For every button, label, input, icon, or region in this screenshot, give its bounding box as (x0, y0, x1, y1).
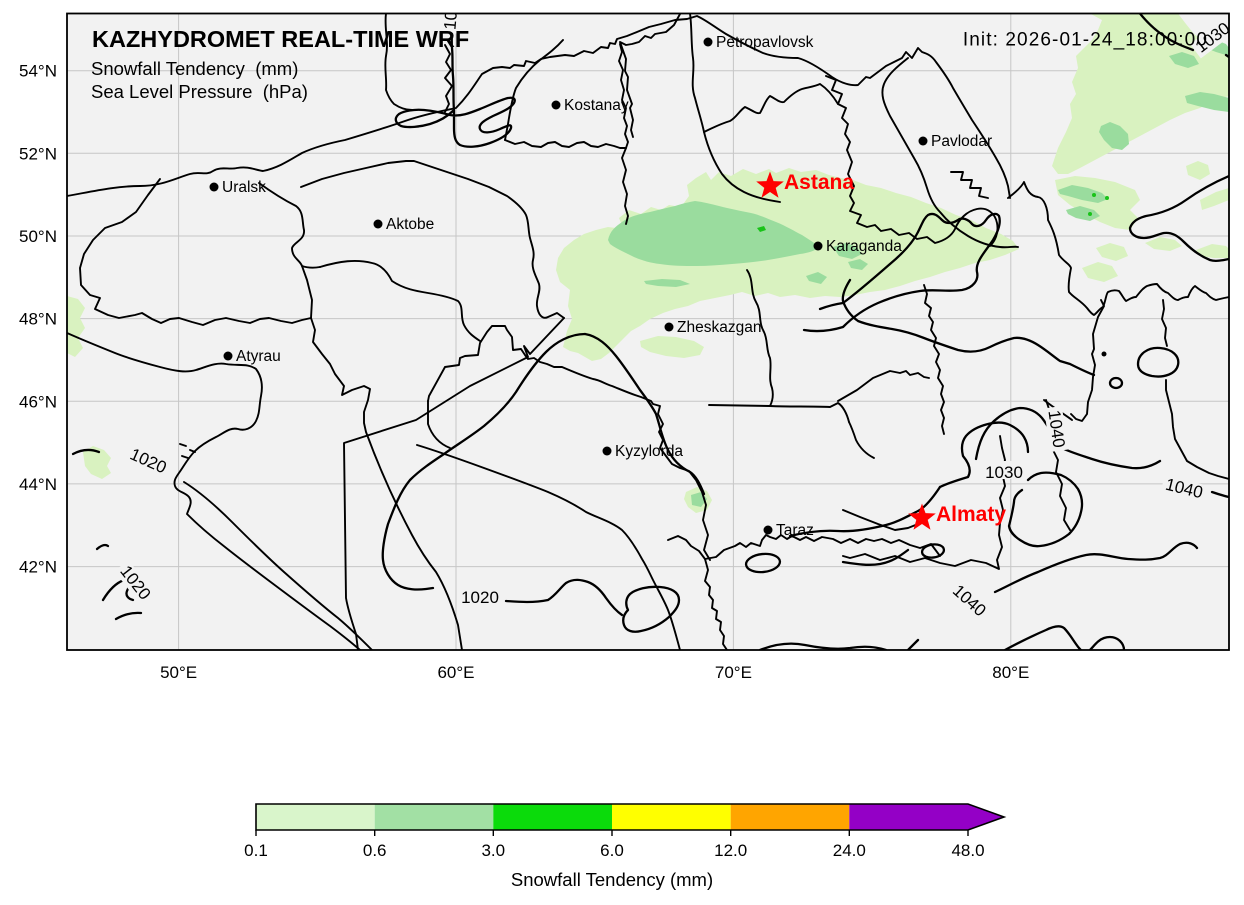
svg-text:70°E: 70°E (715, 663, 752, 682)
svg-text:48°N: 48°N (19, 310, 57, 329)
svg-text:Pavlodar: Pavlodar (931, 133, 992, 150)
svg-text:0.1: 0.1 (244, 841, 268, 860)
svg-text:0.6: 0.6 (363, 841, 387, 860)
svg-text:1030: 1030 (985, 463, 1023, 482)
svg-text:50°E: 50°E (160, 663, 197, 682)
svg-text:44°N: 44°N (19, 475, 57, 494)
svg-text:42°N: 42°N (19, 558, 57, 577)
svg-text:54°N: 54°N (19, 62, 57, 81)
svg-text:12.0: 12.0 (714, 841, 747, 860)
svg-text:Aktobe: Aktobe (386, 216, 434, 233)
svg-text:Sea Level Pressure (hPa): Sea Level Pressure (hPa) (91, 81, 308, 102)
svg-text:3.0: 3.0 (481, 841, 505, 860)
svg-text:60°E: 60°E (437, 663, 474, 682)
svg-text:52°N: 52°N (19, 144, 57, 163)
svg-text:6.0: 6.0 (600, 841, 624, 860)
svg-text:Init: 2026-01-24_18:00:00: Init: 2026-01-24_18:00:00 (963, 30, 1208, 51)
svg-text:Petropavlovsk: Petropavlovsk (716, 34, 814, 51)
svg-text:Kyzylorda: Kyzylorda (615, 443, 683, 460)
svg-text:Karaganda: Karaganda (826, 238, 902, 255)
svg-text:Atyrau: Atyrau (236, 348, 281, 365)
svg-text:Zheskazgan: Zheskazgan (677, 319, 761, 336)
svg-text:80°E: 80°E (992, 663, 1029, 682)
svg-text:Almaty: Almaty (936, 503, 1006, 526)
svg-text:Snowfall Tendency (mm): Snowfall Tendency (mm) (91, 58, 298, 79)
svg-text:KAZHYDROMET REAL-TIME WRF: KAZHYDROMET REAL-TIME WRF (92, 26, 469, 52)
svg-text:46°N: 46°N (19, 392, 57, 411)
svg-text:Taraz: Taraz (776, 522, 814, 539)
svg-text:1030: 1030 (440, 0, 462, 31)
svg-text:Uralsk: Uralsk (222, 179, 266, 196)
svg-text:Kostanay: Kostanay (564, 97, 629, 114)
svg-text:Astana: Astana (784, 171, 854, 194)
svg-text:48.0: 48.0 (951, 841, 984, 860)
svg-text:24.0: 24.0 (833, 841, 866, 860)
svg-text:1020: 1020 (461, 588, 499, 607)
svg-text:Snowfall Tendency (mm): Snowfall Tendency (mm) (511, 869, 713, 890)
svg-text:50°N: 50°N (19, 227, 57, 246)
